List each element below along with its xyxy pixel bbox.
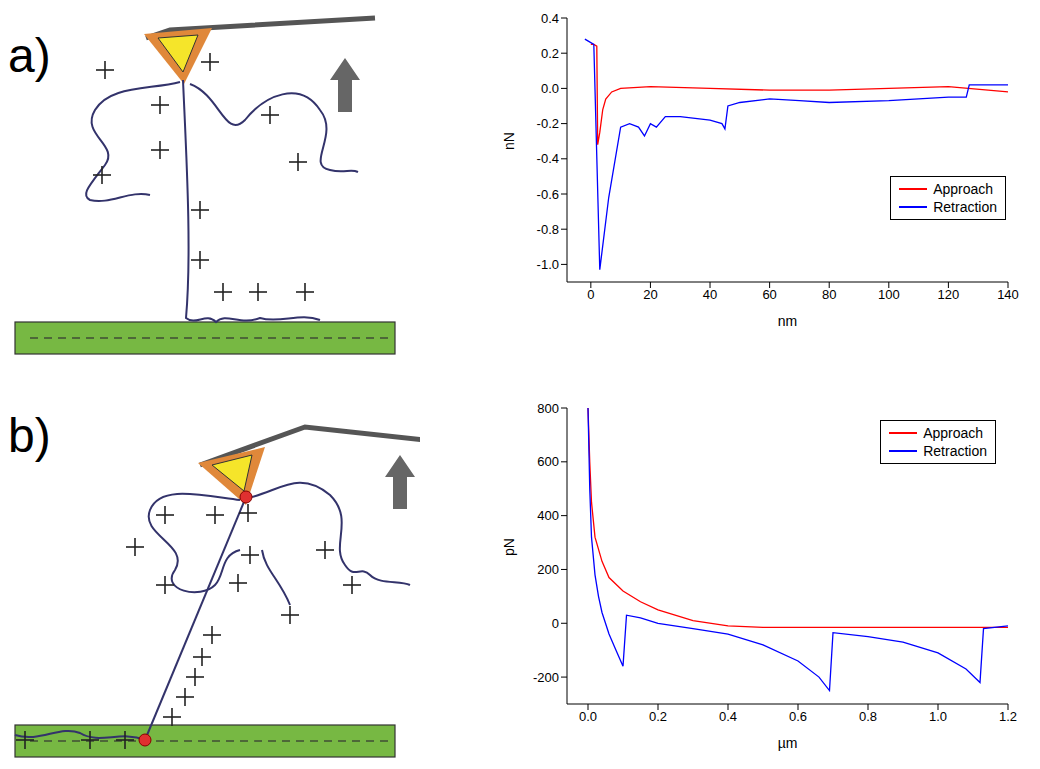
- html-text:Approach: Approach: [933, 181, 994, 198]
- svg-text:0.2: 0.2: [541, 46, 559, 61]
- svg-text:0.4: 0.4: [719, 709, 737, 724]
- svg-text:80: 80: [822, 287, 836, 302]
- svg-text:-1.0: -1.0: [537, 257, 559, 272]
- svg-text:0.2: 0.2: [649, 709, 667, 724]
- svg-text:140: 140: [997, 287, 1019, 302]
- svg-text:400: 400: [537, 508, 559, 523]
- svg-text:0: 0: [587, 287, 594, 302]
- svg-text:600: 600: [537, 454, 559, 469]
- html-text:b): b): [8, 409, 51, 462]
- svg-text:60: 60: [762, 287, 776, 302]
- svg-text:0.6: 0.6: [789, 709, 807, 724]
- svg-text:0.4: 0.4: [541, 11, 559, 26]
- html-text:Retraction: Retraction: [933, 199, 997, 216]
- html-text:Retraction: Retraction: [923, 443, 987, 459]
- html-text:a): a): [8, 29, 51, 82]
- svg-text:-0.4: -0.4: [537, 151, 559, 166]
- svg-text:nm: nm: [778, 313, 797, 329]
- svg-text:120: 120: [938, 287, 960, 302]
- svg-text:100: 100: [878, 287, 900, 302]
- svg-text:pN: pN: [501, 538, 517, 556]
- svg-text:0: 0: [552, 616, 559, 631]
- svg-text:-200: -200: [533, 670, 559, 685]
- svg-text:20: 20: [643, 287, 657, 302]
- svg-text:0.0: 0.0: [541, 81, 559, 96]
- svg-text:-0.6: -0.6: [537, 187, 559, 202]
- svg-text:200: 200: [537, 562, 559, 577]
- html-text:Approach: Approach: [923, 425, 984, 441]
- svg-text:µm: µm: [778, 735, 798, 751]
- svg-text:-0.2: -0.2: [537, 116, 559, 131]
- svg-text:1.2: 1.2: [999, 709, 1017, 724]
- svg-text:40: 40: [703, 287, 717, 302]
- svg-text:0.8: 0.8: [859, 709, 877, 724]
- svg-text:nN: nN: [501, 132, 517, 150]
- svg-text:800: 800: [537, 401, 559, 416]
- svg-text:1.0: 1.0: [929, 709, 947, 724]
- svg-text:-0.8: -0.8: [537, 222, 559, 237]
- svg-text:0.0: 0.0: [579, 709, 597, 724]
